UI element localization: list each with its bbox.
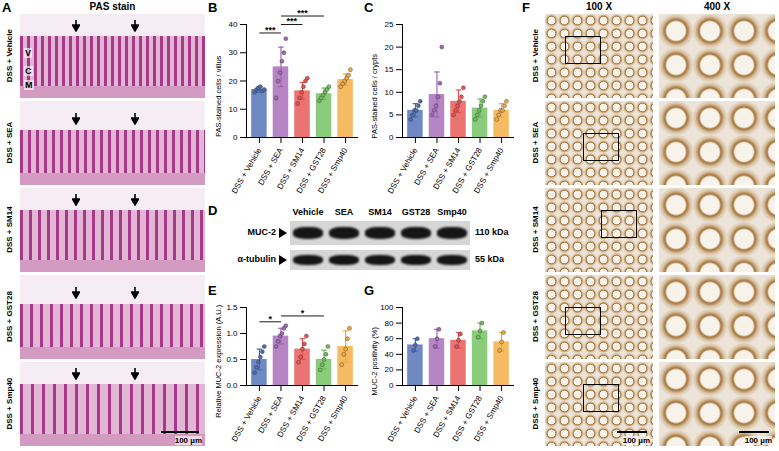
svg-text:DSS + SM14: DSS + SM14 — [275, 394, 307, 439]
html-text:G: G — [364, 283, 375, 298]
svg-text:*: * — [301, 308, 305, 318]
svg-text:DSS + Smp40: DSS + Smp40 — [316, 394, 350, 443]
html-text:DSS + SEA: DSS + SEA — [5, 122, 15, 164]
html-text:400 X: 400 X — [703, 1, 731, 12]
html-text:100 X: 100 X — [585, 1, 613, 12]
svg-text:1.0: 1.0 — [226, 329, 238, 338]
html-text:Vehicle: Vehicle — [292, 207, 324, 217]
html-text:55 kDa: 55 kDa — [475, 254, 504, 264]
html-text:B: B — [208, 0, 218, 15]
svg-text:*: * — [268, 314, 272, 324]
html-text:SM14: SM14 — [368, 207, 392, 217]
svg-text:20: 20 — [385, 365, 394, 374]
svg-text:DSS + Smp40: DSS + Smp40 — [472, 394, 506, 443]
html-text:DSS + Smp40: DSS + Smp40 — [531, 378, 541, 430]
html-text:GST28: GST28 — [401, 207, 431, 217]
svg-text:5: 5 — [389, 110, 394, 119]
svg-text:DSS + GST28: DSS + GST28 — [450, 146, 484, 195]
svg-text:DSS + Vehicle: DSS + Vehicle — [230, 394, 264, 443]
svg-text:DSS + SM14: DSS + SM14 — [431, 146, 463, 191]
html-text:SEA: SEA — [334, 207, 354, 217]
svg-text:DSS + SM14: DSS + SM14 — [431, 394, 463, 439]
svg-text:20: 20 — [229, 77, 238, 86]
html-text:MUC-2 positivity (%): MUC-2 positivity (%) — [369, 327, 379, 396]
html-text:DSS + Vehicle: DSS + Vehicle — [531, 29, 541, 83]
svg-text:0: 0 — [233, 133, 238, 142]
svg-text:***: *** — [265, 25, 276, 35]
html-text:DSS + SEA: DSS + SEA — [531, 122, 541, 164]
html-text:C: C — [25, 66, 32, 76]
svg-text:***: *** — [297, 8, 308, 18]
svg-text:DSS + GST28: DSS + GST28 — [294, 394, 328, 443]
svg-text:***: *** — [286, 16, 297, 26]
html-text:DSS + Vehicle: DSS + Vehicle — [5, 29, 15, 83]
svg-text:DSS + SEA: DSS + SEA — [412, 394, 441, 435]
html-text:110 kDa: 110 kDa — [475, 227, 509, 237]
html-text:C: C — [364, 0, 374, 15]
svg-text:DSS + SM14: DSS + SM14 — [275, 146, 307, 191]
svg-text:DSS + SEA: DSS + SEA — [412, 146, 441, 187]
svg-text:80: 80 — [385, 319, 394, 328]
svg-text:0.0: 0.0 — [226, 381, 238, 390]
svg-text:15: 15 — [385, 65, 394, 74]
svg-text:10: 10 — [385, 88, 394, 97]
html-text:100 µm: 100 µm — [174, 436, 202, 445]
svg-text:10: 10 — [229, 105, 238, 114]
svg-text:1.5: 1.5 — [226, 303, 238, 312]
svg-text:40: 40 — [229, 20, 238, 29]
svg-text:DSS + SEA: DSS + SEA — [256, 394, 285, 435]
svg-text:DSS + Smp40: DSS + Smp40 — [472, 146, 506, 195]
html-text:PAS-stained cells / crypts: PAS-stained cells / crypts — [369, 53, 379, 139]
svg-text:60: 60 — [385, 334, 394, 343]
svg-text:100: 100 — [380, 303, 394, 312]
svg-text:DSS + Vehicle: DSS + Vehicle — [230, 146, 264, 195]
html-text:A: A — [2, 0, 12, 15]
html-text:E: E — [208, 283, 217, 298]
svg-text:40: 40 — [385, 350, 394, 359]
svg-text:30: 30 — [229, 48, 238, 57]
html-text:D: D — [208, 203, 218, 218]
html-text:DSS + Smp40: DSS + Smp40 — [5, 378, 15, 430]
svg-text:25: 25 — [385, 20, 394, 29]
html-text:Relative MUC-2 expression (A.U: Relative MUC-2 expression (A.U.) — [213, 305, 223, 418]
html-text:PAS stain: PAS stain — [89, 1, 136, 12]
html-text:MUC-2: MUC-2 — [247, 227, 276, 237]
html-text:DSS + SM14: DSS + SM14 — [531, 206, 541, 254]
html-text:M: M — [25, 80, 33, 90]
html-text:DSS + SM14: DSS + SM14 — [5, 206, 15, 254]
svg-text:DSS + GST28: DSS + GST28 — [294, 146, 328, 195]
svg-text:DSS + Vehicle: DSS + Vehicle — [386, 146, 420, 195]
html-text:Smp40: Smp40 — [437, 207, 467, 217]
html-text:100 µm: 100 µm — [744, 436, 772, 445]
html-text:100 µm: 100 µm — [622, 436, 650, 445]
svg-text:0: 0 — [389, 133, 394, 142]
html-text:DSS + GST28: DSS + GST28 — [531, 291, 541, 343]
svg-text:20: 20 — [385, 43, 394, 52]
svg-text:0: 0 — [389, 381, 394, 390]
html-text:F: F — [522, 0, 530, 15]
svg-text:0.5: 0.5 — [226, 355, 238, 364]
svg-text:DSS + GST28: DSS + GST28 — [450, 394, 484, 443]
html-text:α-tubulin: α-tubulin — [237, 254, 276, 264]
html-text:V: V — [25, 48, 31, 58]
svg-text:DSS + Vehicle: DSS + Vehicle — [386, 394, 420, 443]
html-text:PAS-stained cells / villus: PAS-stained cells / villus — [213, 55, 223, 137]
svg-text:DSS + Smp40: DSS + Smp40 — [316, 146, 350, 195]
svg-text:DSS + SEA: DSS + SEA — [256, 146, 285, 187]
html-text:DSS + GST28: DSS + GST28 — [5, 291, 15, 343]
